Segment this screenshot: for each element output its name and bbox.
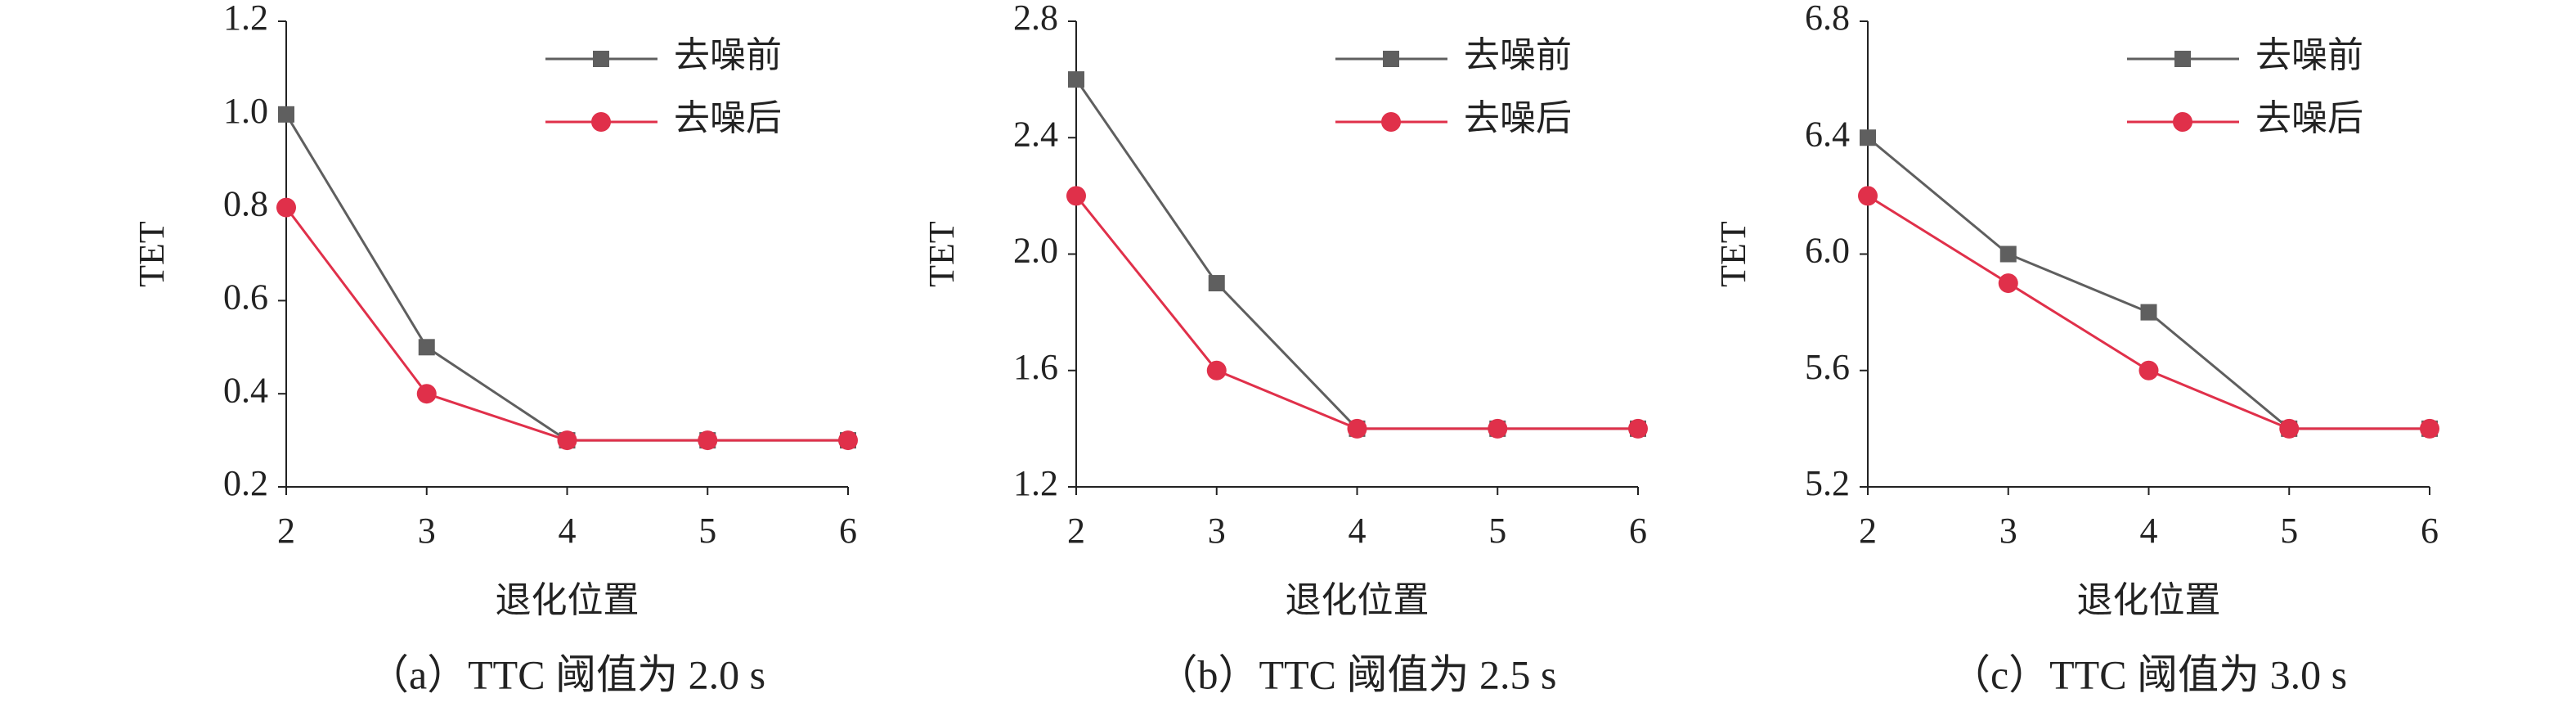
marker: [1628, 418, 1648, 439]
y-tick-label: 5.2: [1805, 463, 1850, 503]
marker: [418, 339, 435, 356]
y-tick-label: 6.0: [1805, 231, 1850, 271]
marker: [276, 197, 296, 218]
chart: 5.2 5.6 6.0 6.4 6.8 2 3 4 5 6 退化位置 TET （c）TTC 阈值为 3.…: [1713, 0, 2439, 697]
marker: [1999, 245, 2017, 263]
y-tick-label: 1.2: [1013, 463, 1058, 503]
marker: [416, 384, 437, 404]
marker: [698, 430, 718, 451]
x-tick-label: 6: [2421, 511, 2439, 551]
marker: [1208, 275, 1225, 292]
y-axis-label: TET: [922, 221, 962, 287]
marker: [2138, 360, 2159, 381]
y-tick-label: 0.2: [223, 463, 268, 503]
legend-marker: [2173, 112, 2192, 132]
x-tick-label: 2: [277, 511, 295, 551]
x-axis-label: 退化位置: [2077, 580, 2221, 620]
legend-label: 去噪前: [1464, 35, 1572, 75]
x-tick-label: 3: [1999, 511, 2017, 551]
marker: [1066, 186, 1086, 206]
marker: [1488, 418, 1508, 439]
legend-label: 去噪后: [2255, 98, 2363, 138]
marker: [557, 430, 577, 451]
marker: [1998, 273, 2018, 294]
y-tick-label: 2.4: [1013, 114, 1058, 154]
y-axis-label: TET: [1713, 221, 1753, 287]
y-tick-label: 0.4: [223, 370, 268, 410]
legend-label: 去噪后: [674, 98, 782, 138]
legend-label: 去噪前: [674, 35, 782, 75]
legend-marker: [1383, 51, 1399, 67]
x-tick-label: 3: [1208, 511, 1226, 551]
x-tick-label: 2: [1067, 511, 1085, 551]
x-tick-label: 4: [2140, 511, 2158, 551]
series-line: [1075, 195, 1638, 430]
y-tick-label: 5.6: [1805, 347, 1850, 387]
y-tick-label: 0.8: [223, 184, 268, 224]
x-axis-label: 退化位置: [1286, 580, 1429, 620]
chart: 1.2 1.6 2.0 2.4 2.8 2 3 4 5 6 退化位置 TET （b）TTC 阈值为 2.…: [922, 0, 1648, 697]
y-tick-label: 0.6: [223, 277, 268, 317]
marker: [278, 106, 294, 123]
x-tick-label: 5: [698, 511, 716, 551]
y-axis-label: TET: [132, 221, 172, 287]
marker: [838, 430, 858, 451]
y-tick-label: 2.0: [1013, 231, 1058, 271]
marker: [2279, 418, 2300, 439]
legend-marker: [2174, 51, 2191, 67]
y-tick-label: 2.8: [1013, 0, 1058, 38]
caption: （c）TTC 阈值为 3.0 s: [1950, 651, 2347, 697]
x-tick-label: 4: [559, 511, 577, 551]
marker: [1347, 418, 1367, 439]
x-tick-label: 6: [839, 511, 857, 551]
marker: [2140, 304, 2157, 321]
x-tick-label: 6: [1629, 511, 1647, 551]
caption: （a）TTC 阈值为 2.0 s: [368, 651, 765, 697]
marker: [1860, 129, 1876, 146]
x-tick-label: 5: [2280, 511, 2298, 551]
y-tick-label: 6.8: [1805, 0, 1850, 38]
y-tick-label: 1.2: [223, 0, 268, 38]
marker: [2420, 418, 2439, 439]
marker: [1858, 186, 1878, 206]
chart: 0.2 0.4 0.6 0.8 1.0 1.2 2 3 4 5 6 退化位置 TET （a）TTC 阈值为…: [132, 0, 858, 697]
legend-marker: [1381, 112, 1401, 132]
caption: （b）TTC 阈值为 2.5 s: [1157, 651, 1557, 697]
legend-marker: [591, 112, 611, 132]
legend-label: 去噪后: [1464, 98, 1572, 138]
series-line: [285, 206, 848, 442]
y-tick-label: 1.0: [223, 91, 268, 131]
x-tick-label: 4: [1349, 511, 1367, 551]
y-tick-label: 6.4: [1805, 114, 1850, 154]
marker: [1068, 71, 1084, 88]
x-tick-label: 5: [1488, 511, 1506, 551]
series-line: [285, 114, 848, 442]
series-line: [1867, 137, 2430, 430]
y-tick-label: 1.6: [1013, 347, 1058, 387]
legend-label: 去噪前: [2255, 35, 2363, 75]
marker: [1206, 360, 1227, 381]
x-axis-label: 退化位置: [496, 580, 640, 620]
x-tick-label: 2: [1859, 511, 1877, 551]
legend-marker: [593, 51, 609, 67]
x-tick-label: 3: [418, 511, 436, 551]
